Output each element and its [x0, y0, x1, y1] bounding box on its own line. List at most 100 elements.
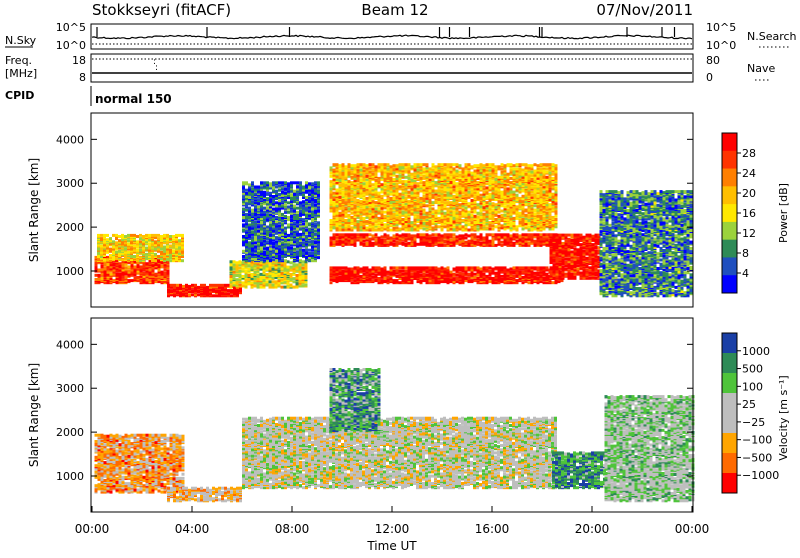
heatmap-cell [290, 229, 293, 233]
heatmap-cell [452, 267, 456, 271]
heatmap-cell [392, 266, 396, 270]
heatmap-cell [335, 233, 339, 237]
heatmap-cell [118, 235, 121, 238]
heatmap-cell [260, 210, 263, 214]
heatmap-cell [362, 216, 366, 220]
heatmap-cell [100, 237, 103, 241]
heatmap-cell [431, 236, 435, 240]
heatmap-cell [419, 275, 423, 279]
heatmap-cell [332, 182, 336, 186]
heatmap-cell [191, 289, 194, 293]
heatmap-cell [476, 268, 480, 272]
heatmap-cell [383, 199, 387, 202]
heatmap-cell [461, 274, 465, 278]
heatmap-cell [191, 283, 194, 287]
heatmap-cell [229, 277, 233, 281]
heatmap-cell [386, 240, 390, 244]
heatmap-cell [260, 258, 263, 262]
heatmap-cell [263, 241, 266, 245]
heatmap-cell [293, 212, 296, 216]
heatmap-cell [175, 258, 178, 262]
heatmap-cell [139, 248, 142, 252]
heatmap-cell [392, 164, 396, 168]
heatmap-cell [521, 233, 525, 237]
heatmap-cell [392, 234, 396, 238]
heatmap-cell [443, 267, 447, 271]
heatmap-cell [203, 283, 206, 287]
cpid-label: CPID [5, 89, 34, 102]
heatmap-cell [100, 277, 104, 280]
heatmap-cell [500, 278, 504, 281]
heatmap-cell [380, 194, 384, 198]
heatmap-cell [260, 229, 263, 233]
heatmap-cell [389, 272, 393, 276]
heatmap-cell [314, 191, 317, 195]
heatmap-cell [524, 277, 528, 280]
heatmap-cell [410, 281, 414, 285]
heatmap-cell [145, 273, 149, 277]
heatmap-cell [290, 209, 293, 213]
heatmap-cell [175, 233, 178, 237]
heatmap-cell [166, 273, 170, 277]
heatmap-cell [344, 275, 348, 279]
heatmap-cell [464, 279, 468, 283]
heatmap-cell [175, 245, 178, 249]
heatmap-cell [446, 266, 450, 270]
heatmap-cell [229, 275, 233, 278]
heatmap-cell [422, 233, 426, 237]
heatmap-cell [404, 242, 408, 246]
heatmap-cell [238, 269, 242, 273]
heatmap-cell [437, 267, 441, 271]
heatmap-cell [341, 199, 345, 202]
heatmap-cell [329, 236, 333, 240]
heatmap-cell [148, 268, 152, 272]
heatmap-cell [377, 199, 381, 202]
heatmap-cell [106, 258, 109, 262]
heatmap-cell [257, 248, 260, 252]
heatmap-cell [181, 233, 184, 237]
heatmap-cell [377, 169, 381, 173]
heatmap-cell [238, 260, 242, 264]
heatmap-cell [242, 200, 245, 204]
heatmap-cell [368, 277, 372, 280]
heatmap-cell [163, 233, 166, 237]
heatmap-cell [181, 250, 184, 254]
heatmap-cell [287, 207, 290, 211]
heatmap-cell [218, 291, 221, 295]
heatmap-cell [284, 191, 287, 195]
heatmap-cell [431, 242, 435, 246]
heatmap-cell [157, 280, 161, 284]
heatmap-cell [362, 272, 366, 276]
heatmap-cell [434, 270, 438, 274]
heatmap-cell [425, 273, 429, 277]
heatmap-cell [425, 280, 429, 284]
heatmap-cell [112, 262, 116, 266]
heatmap-cell [317, 221, 320, 225]
heatmap-cell [224, 283, 227, 287]
heatmap-cell [485, 233, 489, 237]
heatmap-cell [185, 283, 188, 287]
heatmap-cell [338, 275, 342, 279]
heatmap-cell [395, 233, 399, 237]
heatmap-cell [362, 233, 366, 237]
heatmap-cell [94, 259, 98, 263]
heatmap-cell [269, 205, 272, 209]
heatmap-cell [266, 200, 269, 204]
heatmap-cell [524, 266, 528, 270]
heatmap-cell [172, 238, 175, 242]
heatmap-cell [407, 233, 411, 237]
heatmap-cell [422, 272, 426, 276]
heatmap-cell [368, 163, 372, 167]
heatmap-cell [209, 283, 212, 287]
heatmap-cell [419, 266, 423, 270]
heatmap-cell [254, 237, 257, 241]
heatmap-cell [191, 293, 194, 297]
heatmap-cell [121, 241, 124, 245]
heatmap-cell [136, 254, 139, 257]
heatmap-cell [302, 250, 305, 254]
heatmap-cell [425, 240, 429, 244]
heatmap-cell [287, 248, 290, 252]
heatmap-cell [254, 227, 257, 231]
heatmap-cell [374, 266, 378, 270]
heatmap-cell [314, 235, 317, 238]
